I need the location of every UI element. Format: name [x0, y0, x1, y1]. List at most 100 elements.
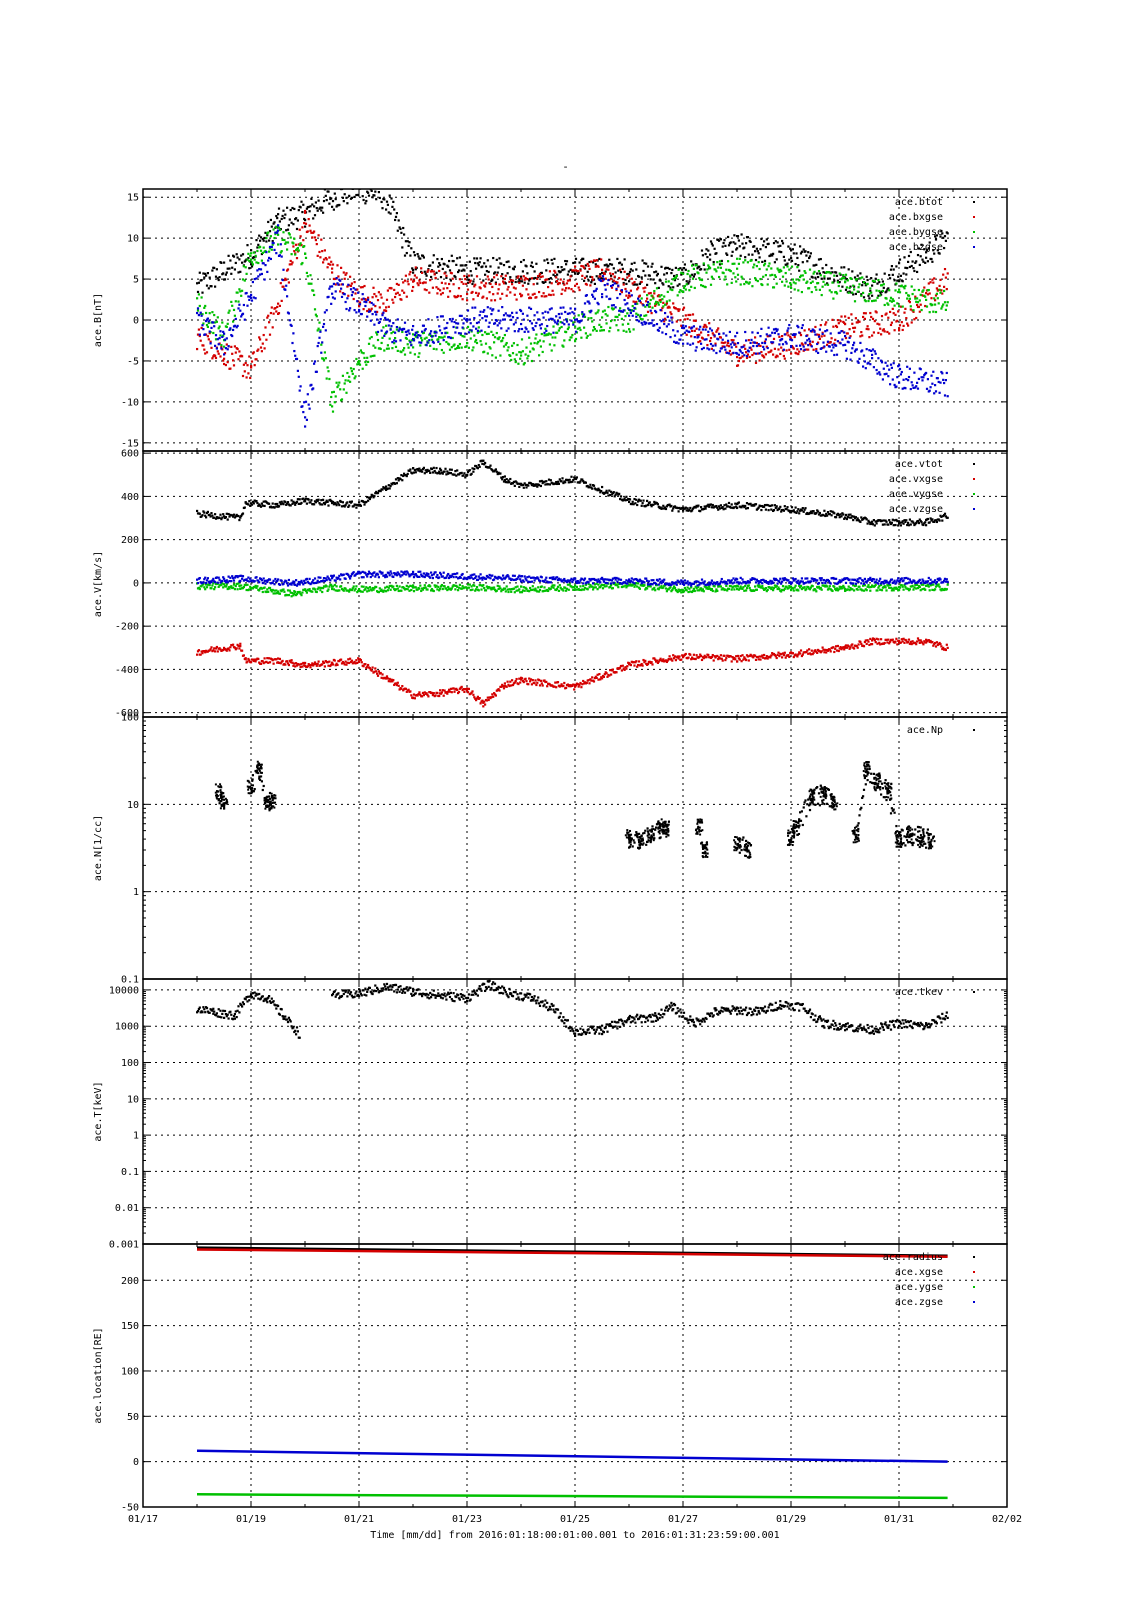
data-point	[914, 261, 917, 264]
data-point	[889, 383, 892, 386]
data-point	[547, 333, 550, 336]
data-point	[350, 370, 353, 373]
data-point	[764, 508, 767, 511]
data-point	[661, 282, 664, 285]
data-point	[626, 665, 629, 668]
data-point	[760, 508, 763, 512]
data-point	[227, 345, 230, 348]
data-point	[664, 266, 668, 269]
data-point	[648, 501, 651, 504]
data-point	[204, 651, 207, 654]
data-point	[257, 348, 260, 351]
data-point	[217, 327, 220, 330]
data-point	[769, 274, 772, 277]
data-point	[615, 671, 618, 674]
data-point	[361, 195, 364, 198]
data-point	[442, 351, 445, 354]
data-point	[420, 336, 423, 340]
data-point	[405, 337, 408, 340]
data-point	[860, 331, 863, 334]
data-point	[323, 249, 326, 252]
data-point	[336, 282, 339, 285]
data-point	[736, 355, 739, 359]
data-point	[287, 312, 290, 315]
data-point	[317, 341, 320, 345]
data-point	[871, 520, 874, 523]
data-point	[566, 273, 569, 276]
data-point	[456, 469, 459, 472]
data-point	[660, 320, 663, 323]
data-point	[614, 271, 617, 274]
data-point	[879, 373, 882, 376]
data-point	[808, 287, 811, 290]
data-point	[220, 518, 223, 521]
data-point	[477, 264, 480, 267]
data-point	[899, 274, 902, 277]
data-point	[554, 275, 557, 278]
data-point	[452, 325, 455, 329]
data-point	[263, 657, 266, 660]
data-point	[582, 265, 585, 268]
data-point	[238, 288, 241, 291]
data-point	[345, 391, 348, 394]
data-point	[624, 315, 627, 318]
data-point	[562, 280, 565, 283]
data-point	[619, 664, 623, 668]
data-point	[325, 377, 328, 380]
data-point	[836, 340, 839, 343]
data-point	[821, 267, 824, 270]
data-point	[308, 224, 311, 227]
data-point	[510, 358, 513, 362]
data-point	[417, 355, 420, 358]
data-point	[375, 313, 378, 316]
data-point	[574, 330, 578, 333]
data-point	[943, 301, 947, 304]
data-point	[591, 320, 594, 323]
data-point	[507, 285, 510, 289]
data-point	[485, 332, 488, 336]
data-point	[404, 240, 407, 243]
data-point	[198, 271, 201, 274]
data-point	[332, 390, 335, 393]
data-point	[446, 692, 449, 695]
data-point	[763, 240, 766, 243]
data-point	[276, 216, 279, 220]
data-point	[548, 270, 551, 273]
data-point	[286, 241, 290, 244]
data-point	[571, 333, 574, 337]
data-point	[722, 332, 725, 335]
data-point	[588, 486, 591, 489]
data-point	[730, 503, 733, 506]
data-point	[858, 357, 861, 360]
data-point	[246, 660, 249, 663]
data-point	[725, 252, 728, 255]
data-point	[339, 290, 342, 293]
data-point	[874, 299, 877, 302]
data-point	[201, 514, 204, 517]
data-point	[914, 297, 917, 300]
data-point	[556, 322, 559, 325]
data-point	[565, 330, 568, 334]
data-point	[525, 265, 528, 268]
data-point	[395, 482, 398, 485]
data-point	[387, 484, 390, 487]
data-point	[207, 321, 210, 325]
data-point	[572, 261, 575, 265]
data-point	[468, 281, 471, 284]
data-point	[892, 268, 895, 271]
data-point	[898, 262, 901, 265]
data-point	[701, 328, 704, 331]
data-point	[238, 647, 241, 650]
data-point	[925, 256, 928, 259]
data-point	[456, 346, 459, 350]
data-point	[707, 334, 710, 337]
data-point	[331, 263, 335, 266]
data-point	[443, 263, 446, 266]
data-point	[258, 268, 261, 271]
data-point	[612, 279, 615, 282]
data-point	[488, 291, 491, 294]
data-point	[546, 258, 549, 261]
data-point	[774, 506, 777, 509]
data-point	[599, 273, 602, 276]
data-point	[313, 214, 317, 217]
